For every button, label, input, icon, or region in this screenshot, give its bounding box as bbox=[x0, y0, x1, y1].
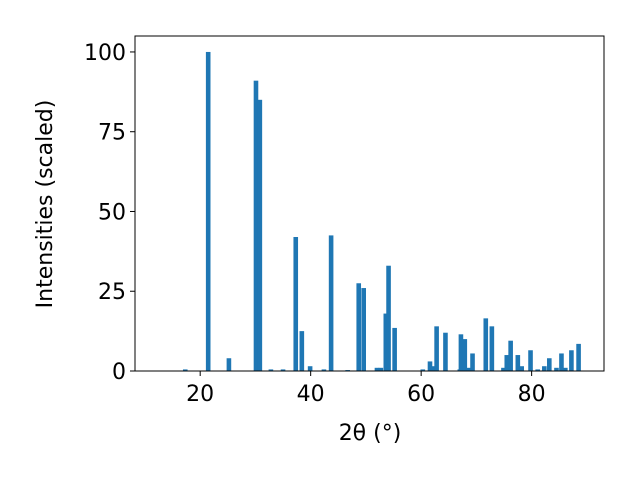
bar bbox=[356, 283, 362, 371]
y-tick-label: 50 bbox=[98, 200, 126, 225]
bar bbox=[528, 350, 533, 371]
bar bbox=[374, 367, 380, 371]
bar bbox=[569, 350, 574, 371]
bar bbox=[205, 51, 211, 371]
bar bbox=[466, 367, 471, 371]
bar bbox=[470, 353, 475, 371]
bar bbox=[427, 361, 433, 371]
x-tick-label: 40 bbox=[297, 382, 325, 407]
x-tick-label: 20 bbox=[186, 382, 214, 407]
bar bbox=[489, 326, 495, 371]
y-tick-label: 25 bbox=[98, 280, 126, 305]
bar bbox=[483, 318, 489, 371]
bar bbox=[547, 358, 552, 371]
bar bbox=[299, 331, 305, 371]
bar bbox=[386, 265, 391, 371]
bar bbox=[515, 355, 521, 371]
bar bbox=[462, 339, 468, 371]
bar bbox=[257, 99, 263, 372]
plot-frame bbox=[134, 35, 605, 372]
bar bbox=[253, 80, 259, 372]
bar bbox=[508, 340, 513, 371]
bar bbox=[328, 235, 334, 371]
bar bbox=[443, 332, 448, 371]
x-axis-label: 2θ (°) bbox=[339, 421, 402, 446]
bar bbox=[378, 367, 384, 371]
bar bbox=[434, 326, 439, 371]
bar bbox=[542, 366, 547, 371]
bar bbox=[563, 367, 568, 371]
bar bbox=[458, 334, 464, 371]
x-tick-label: 80 bbox=[518, 382, 546, 407]
bar bbox=[226, 358, 232, 371]
bar bbox=[554, 367, 559, 371]
bar bbox=[361, 288, 366, 371]
bar bbox=[501, 367, 506, 371]
bar bbox=[420, 369, 426, 371]
bar bbox=[392, 327, 397, 371]
bar bbox=[268, 369, 274, 371]
bar bbox=[383, 313, 389, 371]
x-tick-label: 60 bbox=[407, 382, 435, 407]
bar bbox=[519, 366, 524, 371]
bar bbox=[321, 369, 327, 371]
y-tick-label: 100 bbox=[84, 41, 126, 66]
bar bbox=[504, 355, 510, 371]
bar bbox=[280, 369, 286, 371]
bar bbox=[430, 366, 436, 371]
bar bbox=[576, 343, 581, 371]
bar bbox=[293, 237, 299, 371]
bar bbox=[559, 353, 564, 371]
bar bbox=[182, 369, 188, 371]
y-tick-label: 75 bbox=[98, 121, 126, 146]
y-tick-label: 0 bbox=[112, 360, 126, 385]
y-axis-label: Intensities (scaled) bbox=[33, 100, 58, 309]
bar bbox=[535, 369, 541, 371]
bar bbox=[307, 366, 313, 371]
